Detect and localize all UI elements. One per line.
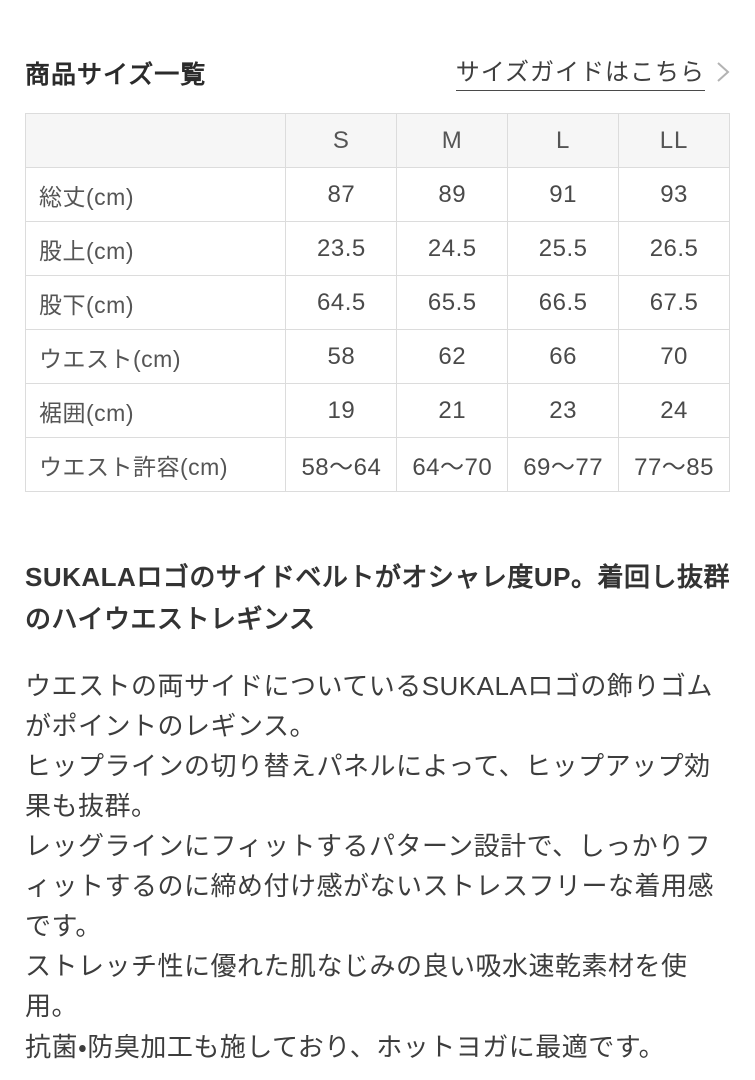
table-row: ウエスト許容(cm) 58〜64 64〜70 69〜77 77〜85 bbox=[24, 437, 730, 492]
chevron-right-icon bbox=[716, 60, 730, 84]
size-cell: 25.5 bbox=[507, 221, 620, 276]
size-cell: 23 bbox=[507, 383, 620, 438]
size-cell: 67.5 bbox=[618, 275, 730, 330]
size-column-header-empty bbox=[24, 113, 287, 168]
size-cell: 64.5 bbox=[285, 275, 398, 330]
size-cell: 26.5 bbox=[618, 221, 730, 276]
size-column-header-ll: LL bbox=[618, 113, 730, 168]
size-cell: 93 bbox=[618, 167, 730, 222]
size-table-header-row: S M L LL bbox=[24, 113, 730, 168]
size-cell: 70 bbox=[618, 329, 730, 384]
size-guide-link-label: サイズガイドはこちら bbox=[455, 52, 705, 91]
size-column-header-l: L bbox=[507, 113, 620, 168]
size-cell: 65.5 bbox=[396, 275, 509, 330]
size-row-label: ウエスト許容(cm) bbox=[24, 437, 287, 492]
size-cell: 19 bbox=[285, 383, 398, 438]
size-row-label: 総丈(cm) bbox=[24, 167, 287, 222]
size-cell: 23.5 bbox=[285, 221, 398, 276]
size-cell: 87 bbox=[285, 167, 398, 222]
size-cell: 66.5 bbox=[507, 275, 620, 330]
table-row: 総丈(cm) 87 89 91 93 bbox=[24, 167, 730, 222]
size-column-header-m: M bbox=[396, 113, 509, 168]
size-cell: 62 bbox=[396, 329, 509, 384]
size-cell: 58 bbox=[285, 329, 398, 384]
size-cell: 77〜85 bbox=[618, 437, 730, 492]
size-row-label: 股上(cm) bbox=[24, 221, 287, 276]
table-row: 股下(cm) 64.5 65.5 66.5 67.5 bbox=[24, 275, 730, 330]
size-cell: 64〜70 bbox=[396, 437, 509, 492]
size-row-label: 股下(cm) bbox=[24, 275, 287, 330]
size-cell: 66 bbox=[507, 329, 620, 384]
size-table: S M L LL 総丈(cm) 87 89 91 93 股上(cm) 23.5 … bbox=[24, 113, 730, 492]
size-cell: 69〜77 bbox=[507, 437, 620, 492]
size-guide-link[interactable]: サイズガイドはこちら bbox=[455, 52, 730, 91]
size-cell: 58〜64 bbox=[285, 437, 398, 492]
size-cell: 91 bbox=[507, 167, 620, 222]
table-row: 股上(cm) 23.5 24.5 25.5 26.5 bbox=[24, 221, 730, 276]
size-column-header-s: S bbox=[285, 113, 398, 168]
table-row: 裾囲(cm) 19 21 23 24 bbox=[24, 383, 730, 438]
product-description: ウエストの両サイドについているSUKALAロゴの飾りゴムがポイントのレギンス。 … bbox=[25, 671, 715, 1062]
product-headline: SUKALAロゴのサイドベルトがオシャレ度UP。着回し抜群のハイウエストレギンス bbox=[25, 562, 730, 635]
size-cell: 21 bbox=[396, 383, 509, 438]
page-title: 商品サイズ一覧 bbox=[25, 61, 207, 89]
size-row-label: 裾囲(cm) bbox=[24, 383, 287, 438]
table-row: ウエスト(cm) 58 62 66 70 bbox=[24, 329, 730, 384]
size-cell: 89 bbox=[396, 167, 509, 222]
size-cell: 24 bbox=[618, 383, 730, 438]
size-row-label: ウエスト(cm) bbox=[24, 329, 287, 384]
section-header: 商品サイズ一覧 サイズガイドはこちら bbox=[25, 52, 730, 91]
size-cell: 24.5 bbox=[396, 221, 509, 276]
